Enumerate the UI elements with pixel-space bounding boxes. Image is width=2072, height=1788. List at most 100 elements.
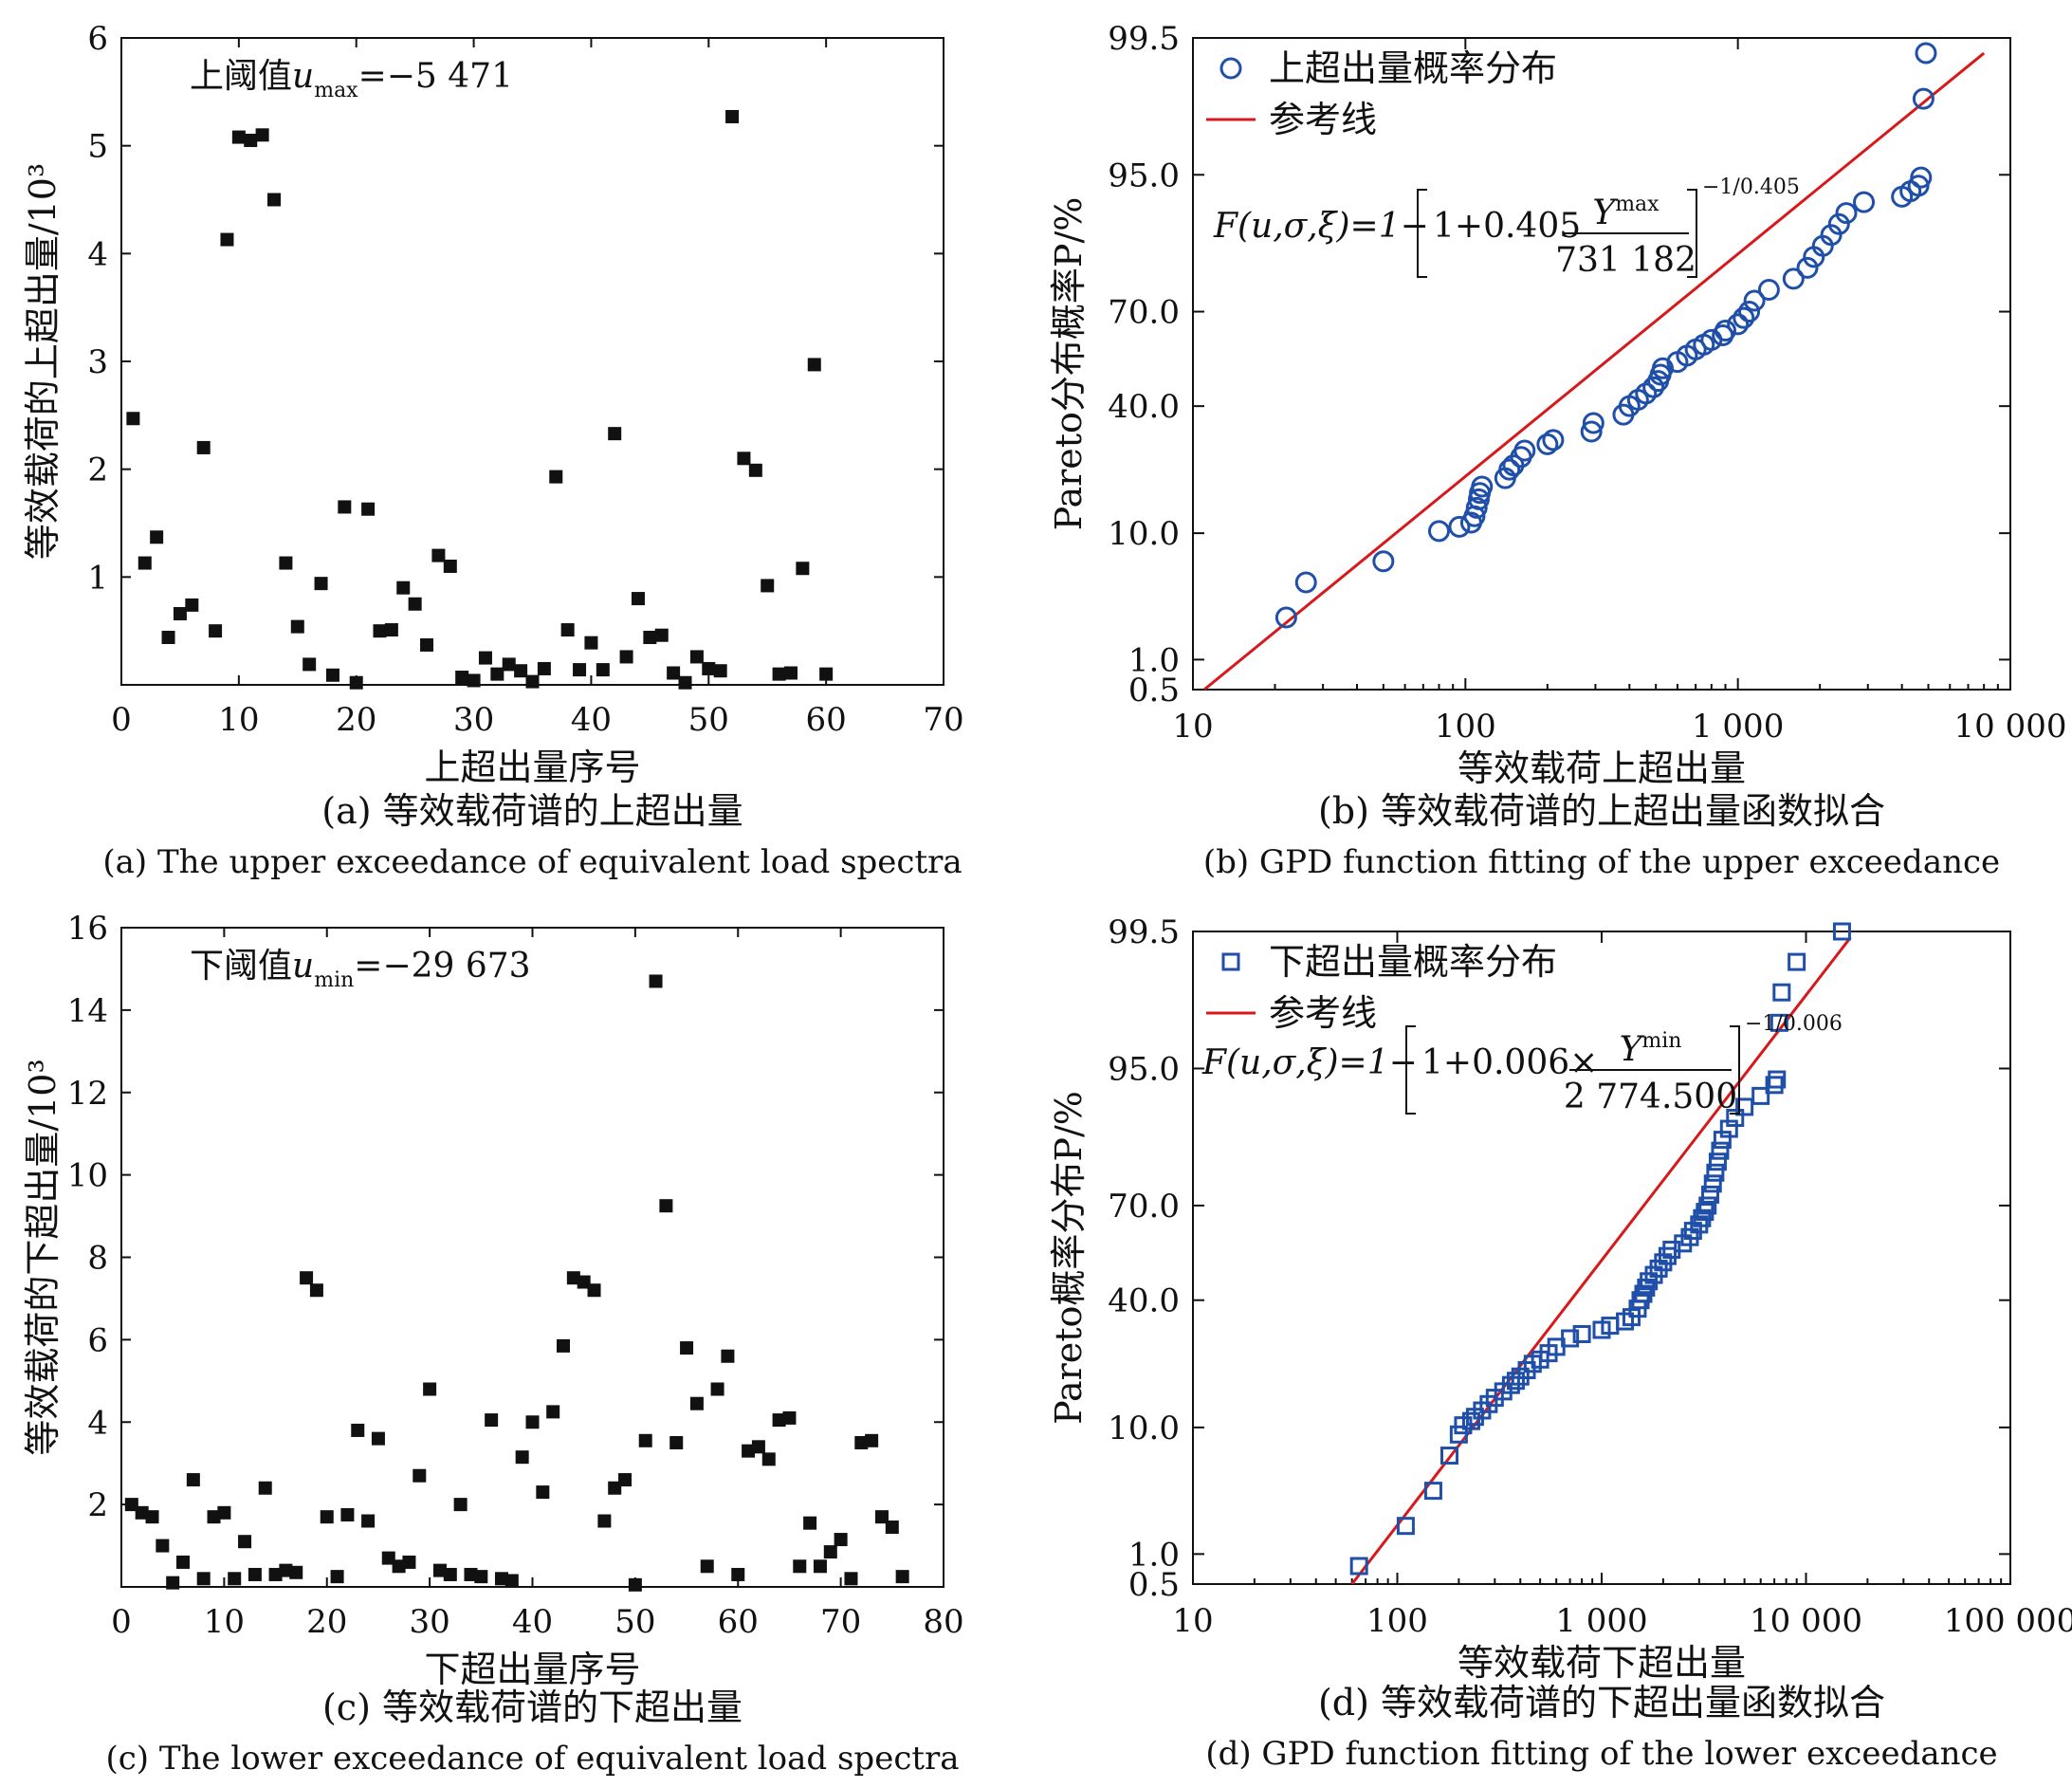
data-point-c xyxy=(700,1559,714,1574)
data-point-c xyxy=(628,1577,642,1592)
caption-cn-c: (c) 等效载荷谱的下超出量 xyxy=(322,1687,743,1728)
data-point-a xyxy=(267,193,282,207)
data-point-c xyxy=(515,1450,529,1465)
y-tick-label-b: 0.5 xyxy=(1128,672,1180,710)
data-point-a xyxy=(807,358,821,372)
data-point-c xyxy=(474,1570,488,1584)
y-tick-label-b: 99.5 xyxy=(1108,20,1180,58)
data-point-a xyxy=(667,666,681,680)
data-point-d xyxy=(1698,1196,1717,1215)
data-point-a xyxy=(290,619,304,634)
formula-bracket-left-b xyxy=(1417,189,1427,278)
data-point-c xyxy=(608,1481,622,1495)
data-point-c xyxy=(238,1535,252,1549)
data-point-c xyxy=(669,1435,684,1449)
y-tick-label-a: 2 xyxy=(87,452,108,489)
x-tick-label-d: 1 000 xyxy=(1555,1602,1647,1640)
x-tick-label-c: 20 xyxy=(306,1603,347,1641)
data-point-a xyxy=(689,650,704,664)
data-point-c xyxy=(557,1338,571,1353)
data-point-a xyxy=(573,663,587,677)
data-point-d xyxy=(1765,1076,1784,1095)
data-point-c xyxy=(546,1405,560,1419)
data-point-c xyxy=(361,1514,376,1528)
data-point-c xyxy=(731,1567,745,1581)
data-point-c xyxy=(217,1505,231,1520)
data-point-a xyxy=(349,675,363,690)
data-point-c xyxy=(156,1539,170,1553)
data-point-a xyxy=(196,440,211,454)
data-point-a xyxy=(772,667,786,681)
legend-label-line-d: 参考线 xyxy=(1269,992,1377,1034)
data-point-c xyxy=(895,1570,909,1584)
x-axis-label-c: 下超出量序号 xyxy=(424,1649,640,1690)
panel-d-gpd-lower: 10 100 1 000 10 000 100 000 0.51.0 10.0 40.0 70.… xyxy=(1048,913,2072,1773)
x-tick-label-a: 10 xyxy=(218,701,259,739)
data-point-a xyxy=(220,232,234,247)
threshold-annotation-a: 上阈值umax=−5 471 xyxy=(190,57,513,102)
data-point-c xyxy=(289,1565,303,1579)
data-point-a xyxy=(408,597,422,611)
y-tick-label-d: 70.0 xyxy=(1108,1188,1180,1226)
data-point-b xyxy=(1471,475,1494,498)
data-point-c xyxy=(803,1516,817,1530)
data-point-b xyxy=(1727,313,1750,336)
data-point-c xyxy=(823,1545,837,1559)
data-point-a xyxy=(467,673,481,688)
y-tick-label-a: 4 xyxy=(87,235,108,273)
data-point-d xyxy=(1719,1119,1738,1138)
data-point-c xyxy=(300,1271,314,1285)
data-point-d xyxy=(1832,922,1851,941)
data-point-a xyxy=(748,463,762,477)
data-point-c xyxy=(464,1567,478,1581)
data-point-a xyxy=(443,559,457,573)
data-point-a xyxy=(420,637,434,652)
data-point-c xyxy=(680,1341,694,1355)
legend-label-points-b: 上超出量概率分布 xyxy=(1269,47,1557,89)
data-point-c xyxy=(340,1507,355,1521)
data-point-c xyxy=(432,1563,447,1577)
formula-bracket-right-b xyxy=(1687,189,1697,278)
data-point-c xyxy=(638,1433,652,1447)
x-axis-label-d: 等效载荷下超出量 xyxy=(1458,1642,1746,1684)
data-point-c xyxy=(176,1555,191,1569)
x-tick-label-a: 40 xyxy=(571,701,612,739)
data-point-a xyxy=(608,427,622,441)
data-point-a xyxy=(737,452,751,466)
data-point-b xyxy=(1910,166,1933,189)
data-point-c xyxy=(577,1275,591,1289)
data-point-b xyxy=(1738,301,1761,323)
data-point-b xyxy=(1427,520,1450,543)
data-point-b xyxy=(1820,224,1843,247)
data-point-c xyxy=(351,1423,365,1437)
data-point-c xyxy=(268,1567,283,1581)
y-axis-label-d: Pareto概率分布P/% xyxy=(1048,1091,1090,1425)
data-point-c xyxy=(423,1382,437,1396)
data-point-b xyxy=(1915,42,1937,65)
data-point-a xyxy=(631,592,645,606)
data-point-d xyxy=(1440,1447,1459,1465)
data-point-d xyxy=(1423,1482,1442,1501)
y-tick-label-d: 1.0 xyxy=(1128,1536,1180,1574)
data-point-a xyxy=(303,657,317,672)
data-point-a xyxy=(643,630,657,644)
data-point-a xyxy=(560,623,575,637)
legend-label-points-d: 下超出量概率分布 xyxy=(1269,941,1557,983)
y-tick-label-c: 4 xyxy=(87,1404,108,1442)
data-point-b xyxy=(1835,202,1858,225)
data-point-b xyxy=(1714,319,1737,341)
caption-en-d: (d) GPD function fitting of the lower ex… xyxy=(1205,1735,1997,1773)
y-tick-label-c: 2 xyxy=(87,1486,108,1524)
plot-frame-c xyxy=(120,927,944,1588)
data-point-d xyxy=(1769,1013,1788,1032)
data-point-a xyxy=(138,556,152,570)
data-point-b xyxy=(1465,496,1488,519)
y-tick-label-d: 0.5 xyxy=(1128,1566,1180,1604)
x-tick-label-c: 40 xyxy=(512,1603,553,1641)
data-point-c xyxy=(392,1559,406,1574)
data-point-c xyxy=(443,1567,457,1581)
data-point-c xyxy=(536,1485,550,1500)
y-tick-label-d: 10.0 xyxy=(1108,1410,1180,1447)
data-point-c xyxy=(793,1559,807,1574)
